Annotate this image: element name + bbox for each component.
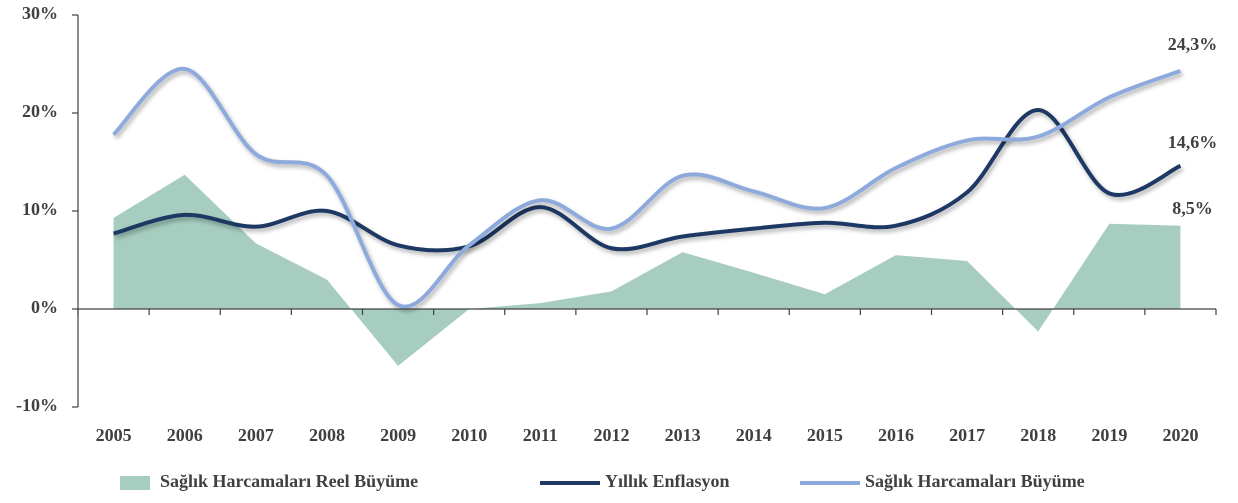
x-tick-label: 2014 xyxy=(736,425,772,445)
y-tick-label: 10% xyxy=(22,199,58,219)
x-tick-label: 2006 xyxy=(167,425,203,445)
x-tick-label: 2016 xyxy=(878,425,914,445)
value-label: 24,3% xyxy=(1168,34,1218,54)
x-tick-label: 2005 xyxy=(96,425,132,445)
x-tick-label: 2013 xyxy=(665,425,701,445)
legend-label: Sağlık Harcamaları Büyüme xyxy=(865,471,1085,491)
x-tick-label: 2008 xyxy=(309,425,345,445)
x-tick-label: 2018 xyxy=(1020,425,1056,445)
area xyxy=(113,174,1181,366)
x-tick-label: 2020 xyxy=(1162,425,1198,445)
y-tick-label: -10% xyxy=(16,395,58,415)
y-tick-label: 0% xyxy=(31,297,58,317)
legend-label: Yıllık Enflasyon xyxy=(605,471,730,491)
x-tick-label: 2012 xyxy=(593,425,629,445)
x-tick-label: 2017 xyxy=(949,425,985,445)
y-tick-label: 20% xyxy=(22,101,58,121)
x-tick-label: 2015 xyxy=(807,425,843,445)
line xyxy=(112,66,1182,309)
line xyxy=(113,108,1182,253)
legend-label: Sağlık Harcamaları Reel Büyüme xyxy=(160,471,418,491)
x-tick-label: 2019 xyxy=(1091,425,1127,445)
x-tick-label: 2011 xyxy=(523,425,558,445)
value-label: 8,5% xyxy=(1172,198,1213,218)
x-tick-label: 2010 xyxy=(451,425,487,445)
x-tick-label: 2009 xyxy=(380,425,416,445)
x-tick-label: 2007 xyxy=(238,425,274,445)
value-label: 14,6% xyxy=(1168,132,1218,152)
legend-swatch xyxy=(120,476,150,490)
y-tick-label: 30% xyxy=(22,3,58,23)
